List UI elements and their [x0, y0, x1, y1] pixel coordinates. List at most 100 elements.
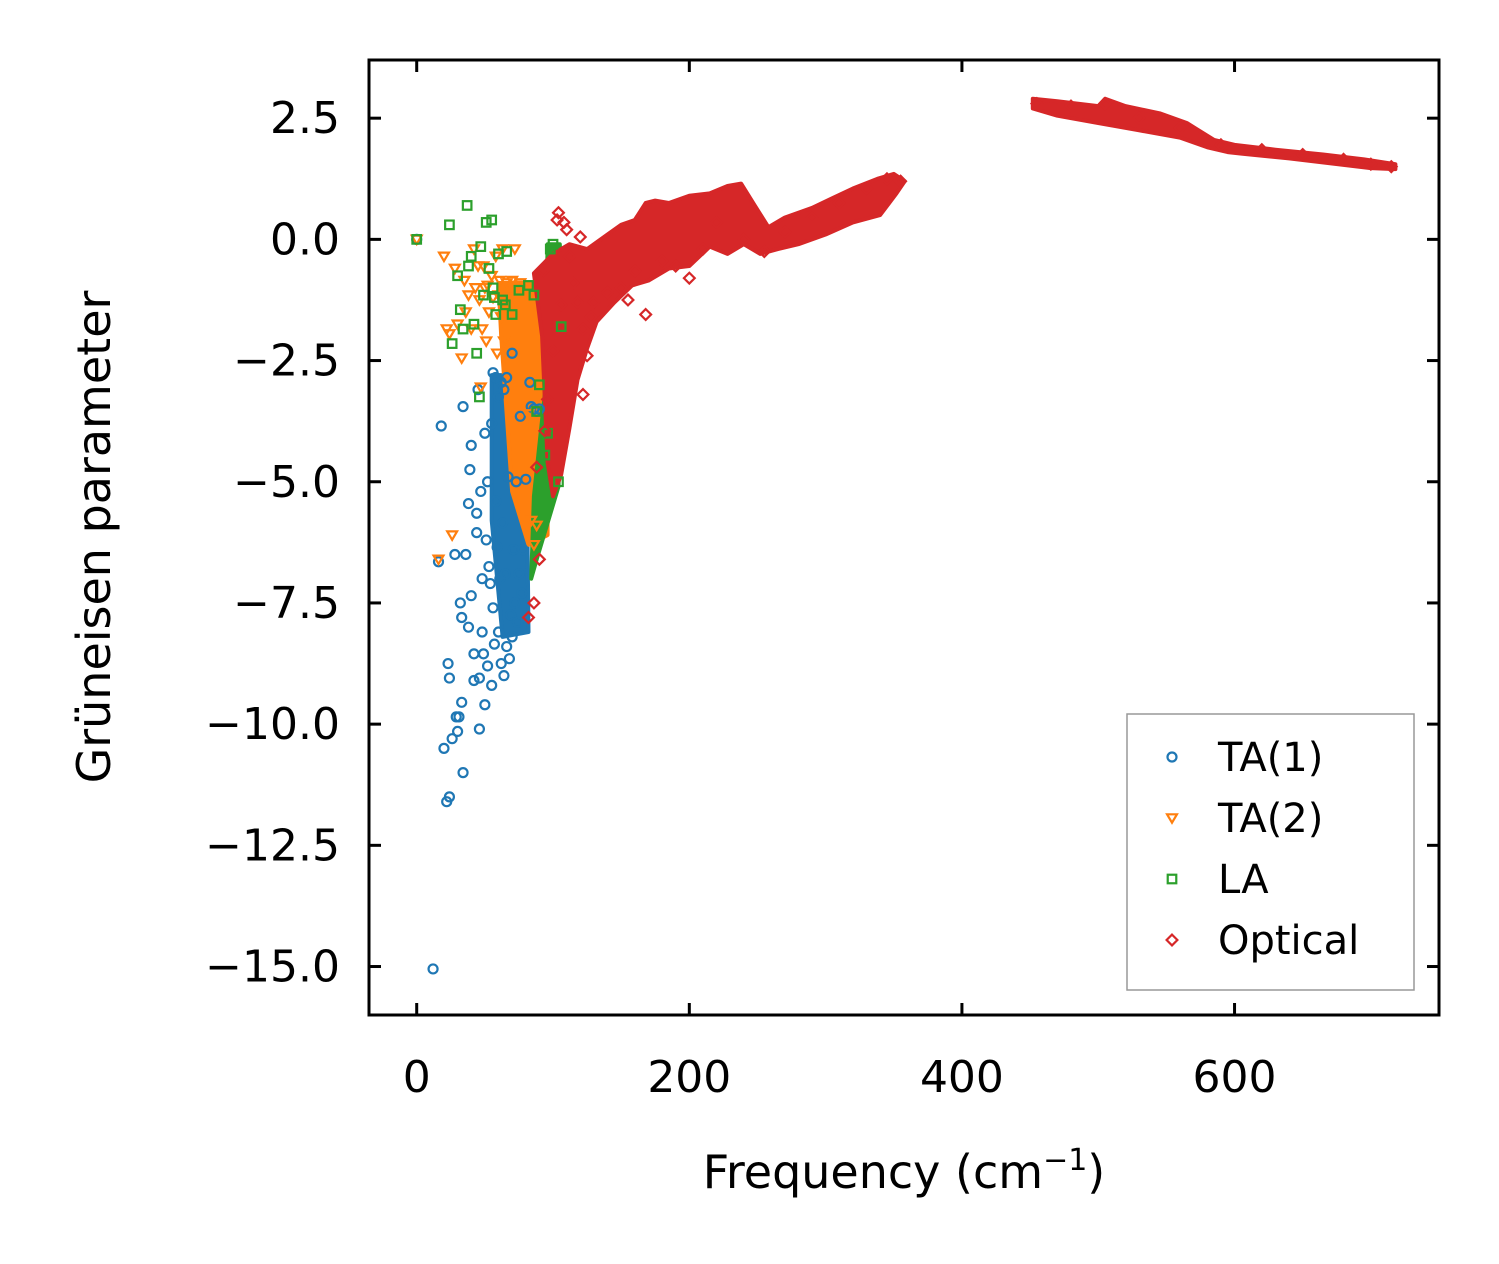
optical-point [1132, 111, 1147, 126]
optical-point [1254, 142, 1269, 157]
optical-point [540, 392, 555, 407]
ta-1-point [480, 534, 492, 546]
optical-point [537, 423, 552, 438]
ta-2-point [490, 348, 505, 361]
la-point [486, 214, 498, 226]
ta-2-point [442, 329, 457, 341]
optical-point [546, 343, 560, 358]
ta-1-point [473, 723, 486, 735]
la-point [490, 309, 502, 320]
ta-1-point [483, 560, 495, 573]
ta-1-point [501, 640, 513, 653]
optical-point [880, 171, 894, 186]
optical-point [1064, 99, 1078, 114]
la-point [463, 260, 474, 272]
legend-marker-optical [1165, 933, 1179, 947]
optical-point [566, 276, 581, 290]
ta-1-point [517, 544, 529, 556]
ta-2-point [494, 312, 509, 324]
legend-marker-ta-2 [1165, 813, 1179, 825]
axis-tick-labels: 0 200 400 600 2.5 0.0 −2.5 −5.0 −7.5 −10.0 −12.5 −1… [205, 93, 1276, 1103]
ta-1-point [475, 485, 487, 498]
optical-point [655, 254, 670, 269]
ta-1-point [473, 672, 486, 684]
ta-1-point [528, 403, 540, 415]
la-point [539, 449, 551, 461]
ta-1-point [464, 464, 476, 476]
y-tick-label: −10.0 [205, 699, 340, 750]
legend: TA(1) TA(2) LA Optical [1126, 713, 1415, 991]
la-point [468, 318, 480, 330]
optical-dense-band [531, 171, 907, 499]
ta-1-point [479, 427, 491, 439]
ta-1-point [490, 495, 502, 507]
optical-point [805, 210, 819, 225]
ta-1-point [465, 439, 477, 451]
ta-1-point [446, 733, 458, 745]
ta-2-point [437, 251, 451, 264]
optical-point [1213, 137, 1228, 152]
ta-1-point [506, 631, 518, 643]
ta-2-point [473, 382, 488, 395]
optical-point [586, 295, 601, 310]
ta-2-point [447, 263, 462, 276]
x-axis-label: Frequency (cm−1) [703, 1143, 1106, 1199]
ta-2-point [527, 539, 541, 552]
legend-label-ta-1: TA(1) [1217, 735, 1323, 781]
optical-point [573, 229, 588, 244]
la-point [444, 219, 455, 231]
ta-1-point [498, 384, 510, 396]
ta-1-point [492, 626, 505, 638]
ta-1-point [499, 568, 511, 580]
legend-marker-ta-1 [1166, 751, 1178, 763]
optical-point [580, 348, 595, 363]
legend-label-la: LA [1218, 857, 1269, 903]
ta-1-point [442, 657, 454, 670]
la-point [531, 406, 543, 417]
la-point [411, 233, 423, 245]
ta-1-point [481, 660, 494, 672]
la-point [475, 241, 487, 253]
optical-point [757, 244, 772, 259]
y-tick-label: 0.0 [270, 214, 340, 265]
ta-1-point [516, 587, 528, 599]
ta-1-point [492, 391, 505, 403]
ta-1-point [443, 791, 456, 803]
la-point [506, 309, 518, 320]
ta-1-point [487, 602, 499, 614]
optical-point [736, 232, 751, 247]
ta-2-point [476, 261, 491, 273]
la-point [454, 304, 466, 316]
optical-point [532, 552, 547, 567]
la-point [478, 289, 489, 301]
la-point [536, 486, 548, 497]
scatter-points [409, 96, 1399, 975]
optical-point [638, 307, 653, 322]
ta-1-point [520, 473, 532, 485]
ta-1-point [484, 577, 496, 590]
optical-point [554, 297, 569, 312]
legend-marker-la [1166, 873, 1178, 885]
optical-point [526, 595, 541, 610]
la-point [499, 299, 511, 311]
optical-point [1363, 157, 1378, 172]
optical-point [559, 222, 574, 237]
ta-1-point [486, 417, 498, 430]
optical-point [1098, 96, 1113, 111]
ta-1-point [449, 548, 461, 561]
x-tick-label: 400 [920, 1052, 1004, 1103]
ta-1-point [454, 597, 466, 609]
ta-1-point [471, 527, 483, 539]
ta-1-point [471, 507, 483, 519]
ta-1-point [496, 517, 509, 529]
optical-point [550, 213, 565, 227]
optical-point [1336, 152, 1351, 167]
ta-1-point [451, 725, 464, 738]
ta-2-point [454, 353, 469, 366]
ta-1-point [435, 420, 447, 432]
ta-1-point [486, 679, 498, 691]
y-tick-label: −15.0 [205, 942, 340, 993]
la-point [452, 270, 463, 282]
x-tick-label: 200 [647, 1052, 731, 1103]
y-axis-label: Grüneisen parameter [67, 290, 121, 783]
